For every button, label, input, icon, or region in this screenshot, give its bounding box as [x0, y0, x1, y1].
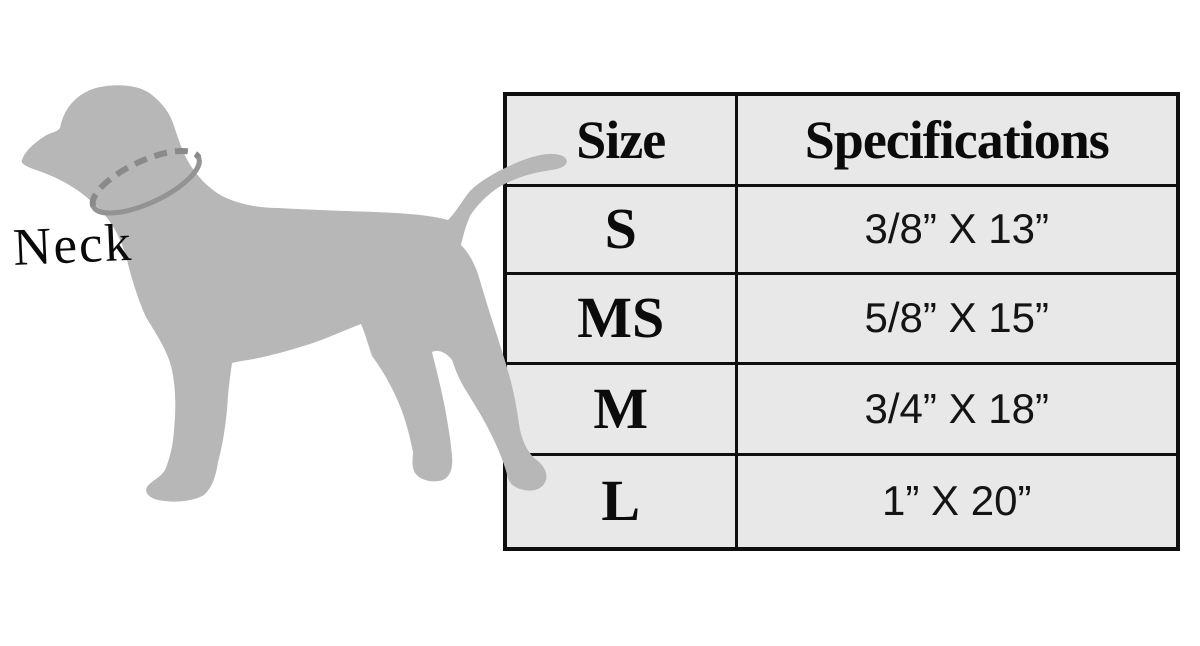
size-cell: MS [503, 271, 738, 365]
collar-ellipse [89, 147, 202, 216]
spec-cell: 3/4” X 18” [734, 361, 1180, 456]
table-row: L 1” X 20” [503, 452, 1180, 551]
table-row: S 3/8” X 13” [503, 183, 1180, 275]
column-header-size: Size [503, 92, 738, 187]
dog-silhouette [21, 85, 567, 502]
collar-back-dashed-arc [89, 147, 202, 208]
size-chart-table: Size Specifications S 3/8” X 13” MS 5/8”… [503, 92, 1180, 551]
neck-label: Neck [11, 213, 135, 277]
table-row: M 3/4” X 18” [503, 361, 1180, 456]
table-row: MS 5/8” X 15” [503, 271, 1180, 365]
size-cell: L [503, 452, 738, 551]
size-cell: M [503, 361, 738, 456]
table-header-row: Size Specifications [503, 92, 1180, 187]
column-header-specifications: Specifications [734, 92, 1180, 187]
spec-cell: 5/8” X 15” [734, 271, 1180, 365]
spec-cell: 1” X 20” [734, 452, 1180, 551]
spec-cell: 3/8” X 13” [734, 183, 1180, 275]
size-cell: S [503, 183, 738, 275]
